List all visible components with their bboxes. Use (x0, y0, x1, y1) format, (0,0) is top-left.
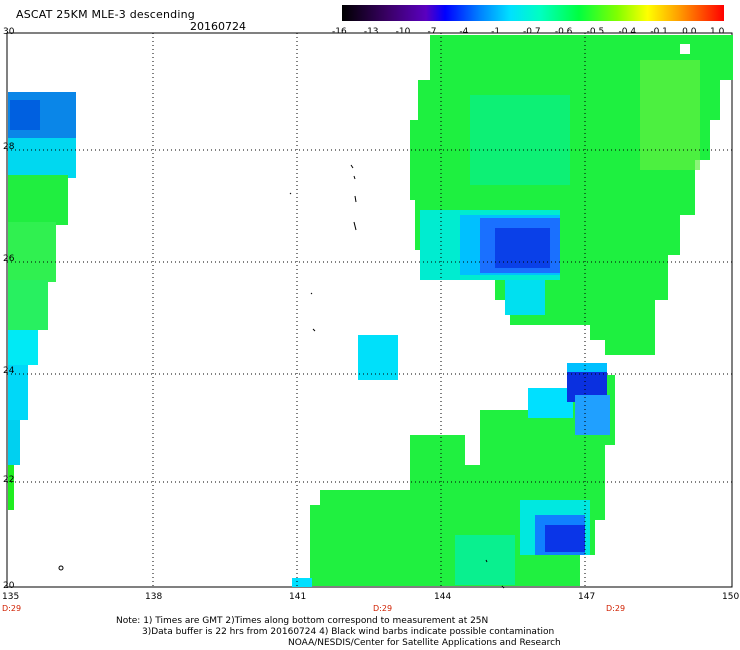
colorbar-tick-label: -0.6 (554, 27, 573, 37)
note-line-2: 3)Data buffer is 22 hrs from 20160724 4)… (142, 627, 555, 637)
map-date: 20160724 (190, 20, 246, 33)
y-label-20: 20 (3, 581, 15, 591)
y-label-30: 30 (3, 27, 15, 37)
colorbar-tick-label: 1.0 (710, 27, 725, 37)
colorbar-tick-label: -0.5 (586, 27, 605, 37)
x-label-147: 147 (578, 592, 596, 602)
x-label-135: 135 (2, 592, 20, 602)
colorbar-tick-label: -13 (363, 27, 379, 37)
y-label-26: 26 (3, 254, 15, 264)
time-label-east: D:29 (606, 604, 626, 613)
island-marks (58, 164, 505, 589)
note-line-1: Note: 1) Times are GMT 2)Times along bot… (116, 616, 489, 626)
y-label-24: 24 (3, 366, 15, 376)
y-label-28: 28 (3, 142, 15, 152)
colorbar-gradient (342, 5, 724, 21)
swath-west (8, 92, 76, 510)
time-label-west: D:29 (2, 604, 22, 613)
swath-upper-east (410, 35, 733, 355)
colorbar-tick-label: -4 (459, 27, 469, 37)
colorbar-tick-label: -0.4 (618, 27, 637, 37)
x-label-150: 150 (722, 592, 740, 602)
x-label-141: 141 (289, 592, 307, 602)
time-label-center: D:29 (373, 604, 393, 613)
isolated-patch (358, 335, 398, 380)
grid-lines (7, 33, 732, 587)
x-label-138: 138 (145, 592, 163, 602)
swath-lower-east (292, 363, 615, 587)
note-line-3: NOAA/NESDIS/Center for Satellite Applica… (288, 638, 561, 648)
y-label-22: 22 (3, 475, 15, 485)
colorbar (342, 5, 724, 21)
map-title: ASCAT 25KM MLE-3 descending (16, 8, 195, 21)
colorbar-tick-label: -7 (427, 27, 437, 37)
colorbar-tick-label: 0.0 (682, 27, 697, 37)
colorbar-tick-label: -1 (491, 27, 501, 37)
x-label-144: 144 (434, 592, 452, 602)
colorbar-tick-label: -0.7 (523, 27, 541, 37)
colorbar-tick-label: -16 (332, 27, 347, 37)
colorbar-tick-label: -0.1 (650, 27, 668, 37)
colorbar-tick-label: -10 (395, 27, 411, 37)
